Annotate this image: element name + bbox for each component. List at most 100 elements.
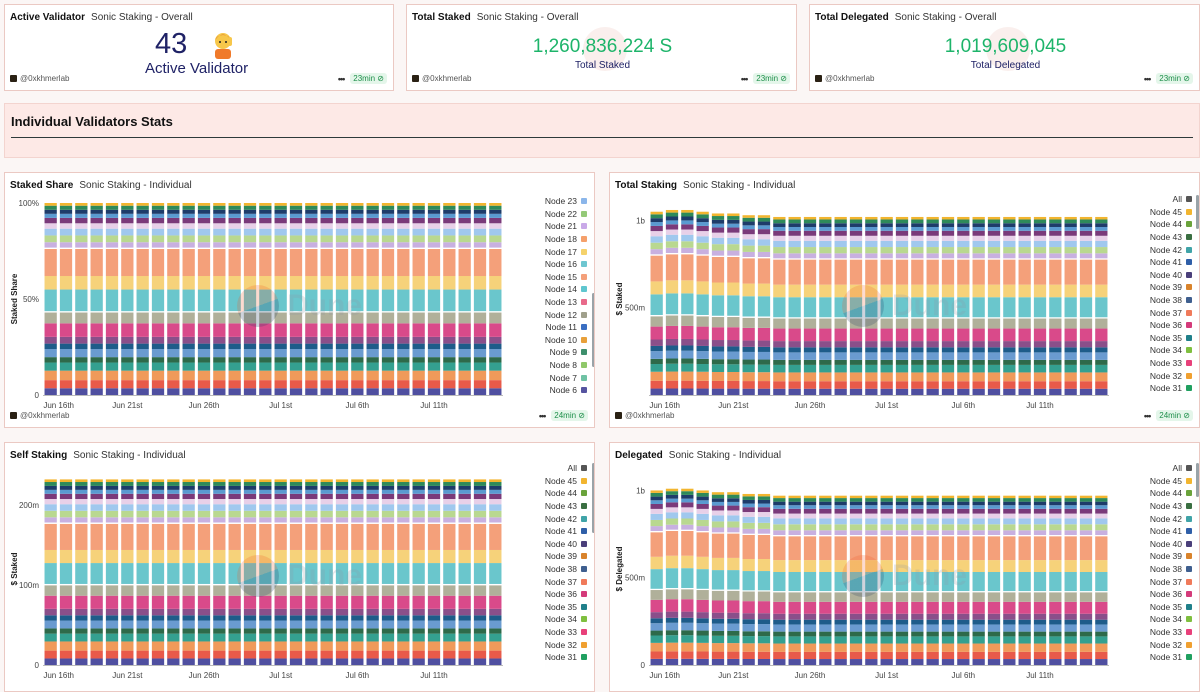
legend-item[interactable]: Node 39 [505, 550, 587, 563]
legend-item[interactable]: All [505, 462, 587, 475]
bar-stack[interactable] [335, 479, 349, 665]
author[interactable]: @0xkhmerlab [412, 74, 471, 83]
bar-stack[interactable] [182, 203, 195, 395]
bar-stack[interactable] [213, 203, 226, 395]
more-options-icon[interactable]: ••• [1143, 73, 1152, 84]
legend-item[interactable]: Node 12 [505, 308, 587, 321]
bar-stack[interactable] [926, 495, 939, 665]
bar-stack[interactable] [213, 479, 226, 665]
legend-item[interactable]: Node 22 [505, 208, 587, 221]
bar-stack[interactable] [865, 495, 878, 665]
bar-stack[interactable] [880, 495, 893, 665]
bar-stack[interactable] [957, 216, 970, 395]
bar-stack[interactable] [880, 216, 893, 395]
legend-item[interactable]: Node 37 [1110, 306, 1192, 319]
legend-item[interactable]: Node 11 [505, 321, 587, 334]
bar-stack[interactable] [895, 216, 909, 395]
legend-item[interactable]: Node 37 [1110, 575, 1192, 588]
bar-stack[interactable] [696, 211, 709, 395]
author[interactable]: @0xkhmerlab [815, 74, 874, 83]
bar-stack[interactable] [90, 479, 103, 665]
bar-stack[interactable] [289, 479, 303, 665]
legend-scrollbar[interactable] [1196, 195, 1199, 229]
bar-stack[interactable] [819, 495, 832, 665]
bar-stack[interactable] [834, 495, 847, 665]
bar-stack[interactable] [665, 488, 679, 665]
legend-item[interactable]: Node 38 [1110, 294, 1192, 307]
bar-stack[interactable] [351, 203, 364, 395]
bar-stack[interactable] [742, 493, 755, 665]
freshness-badge[interactable]: 24min ⊘ [1156, 410, 1193, 421]
bar-stack[interactable] [335, 203, 349, 395]
legend-item[interactable]: Node 31 [1110, 651, 1192, 664]
bar-stack[interactable] [443, 203, 456, 395]
bar-stack[interactable] [711, 492, 725, 665]
bar-stack[interactable] [228, 203, 241, 395]
bar-stack[interactable] [366, 203, 379, 395]
bar-stack[interactable] [90, 203, 103, 395]
bar-stack[interactable] [926, 216, 939, 395]
legend-item[interactable]: Node 42 [1110, 512, 1192, 525]
legend-item[interactable]: Node 23 [505, 195, 587, 208]
bar-stack[interactable] [895, 495, 909, 665]
bar-stack[interactable] [259, 203, 272, 395]
bar-stack[interactable] [773, 216, 786, 395]
bar-stack[interactable] [1079, 495, 1093, 665]
bar-stack[interactable] [427, 203, 441, 395]
legend-item[interactable]: Node 10 [505, 334, 587, 347]
freshness-badge[interactable]: 23min ⊘ [350, 73, 387, 84]
legend-item[interactable]: Node 33 [1110, 357, 1192, 370]
bar-stack[interactable] [1003, 216, 1016, 395]
bar-stack[interactable] [727, 213, 740, 395]
legend-item[interactable]: Node 18 [505, 233, 587, 246]
bar-stack[interactable] [473, 203, 487, 395]
legend-item[interactable]: Node 7 [505, 371, 587, 384]
bar-stack[interactable] [397, 479, 410, 665]
legend-item[interactable]: Node 33 [1110, 626, 1192, 639]
bar-stack[interactable] [105, 203, 119, 395]
legend-item[interactable]: Node 44 [1110, 487, 1192, 500]
legend-item[interactable]: Node 34 [1110, 613, 1192, 626]
bar-stack[interactable] [366, 479, 379, 665]
legend-item[interactable]: Node 38 [505, 563, 587, 576]
legend-scrollbar[interactable] [592, 463, 594, 533]
bar-stack[interactable] [305, 479, 318, 665]
legend-item[interactable]: Node 45 [505, 475, 587, 488]
legend-item[interactable]: Node 16 [505, 258, 587, 271]
legend-item[interactable]: Node 8 [505, 359, 587, 372]
bar-stack[interactable] [44, 203, 57, 395]
bar-stack[interactable] [911, 495, 924, 665]
legend-item[interactable]: Node 6 [505, 384, 587, 397]
legend-item[interactable]: Node 41 [1110, 525, 1192, 538]
legend-item[interactable]: Node 41 [505, 525, 587, 538]
legend-item[interactable]: Node 34 [1110, 344, 1192, 357]
bar-stack[interactable] [849, 216, 863, 395]
bar-stack[interactable] [274, 479, 287, 665]
legend-scrollbar[interactable] [1196, 463, 1199, 497]
bar-stack[interactable] [1079, 216, 1093, 395]
legend-item[interactable]: Node 42 [505, 512, 587, 525]
bar-stack[interactable] [696, 490, 709, 665]
bar-stack[interactable] [1049, 216, 1062, 395]
legend-item[interactable]: Node 14 [505, 283, 587, 296]
legend-item[interactable]: Node 35 [1110, 332, 1192, 345]
author[interactable]: @0xkhmerlab [615, 411, 674, 420]
bar-stack[interactable] [849, 495, 863, 665]
bar-stack[interactable] [1095, 495, 1108, 665]
bar-stack[interactable] [681, 488, 694, 665]
legend-item[interactable]: Node 32 [505, 638, 587, 651]
legend-item[interactable]: Node 43 [1110, 500, 1192, 513]
bar-stack[interactable] [397, 203, 410, 395]
legend-item[interactable]: Node 39 [1110, 281, 1192, 294]
legend-item[interactable]: Node 45 [1110, 475, 1192, 488]
legend-item[interactable]: Node 42 [1110, 243, 1192, 256]
bar-stack[interactable] [427, 479, 441, 665]
bar-stack[interactable] [489, 479, 502, 665]
bar-stack[interactable] [987, 216, 1001, 395]
bar-stack[interactable] [788, 216, 801, 395]
bar-stack[interactable] [167, 203, 180, 395]
legend-item[interactable]: Node 39 [1110, 550, 1192, 563]
bar-stack[interactable] [941, 216, 955, 395]
bar-stack[interactable] [1018, 216, 1031, 395]
legend-item[interactable]: Node 34 [505, 613, 587, 626]
